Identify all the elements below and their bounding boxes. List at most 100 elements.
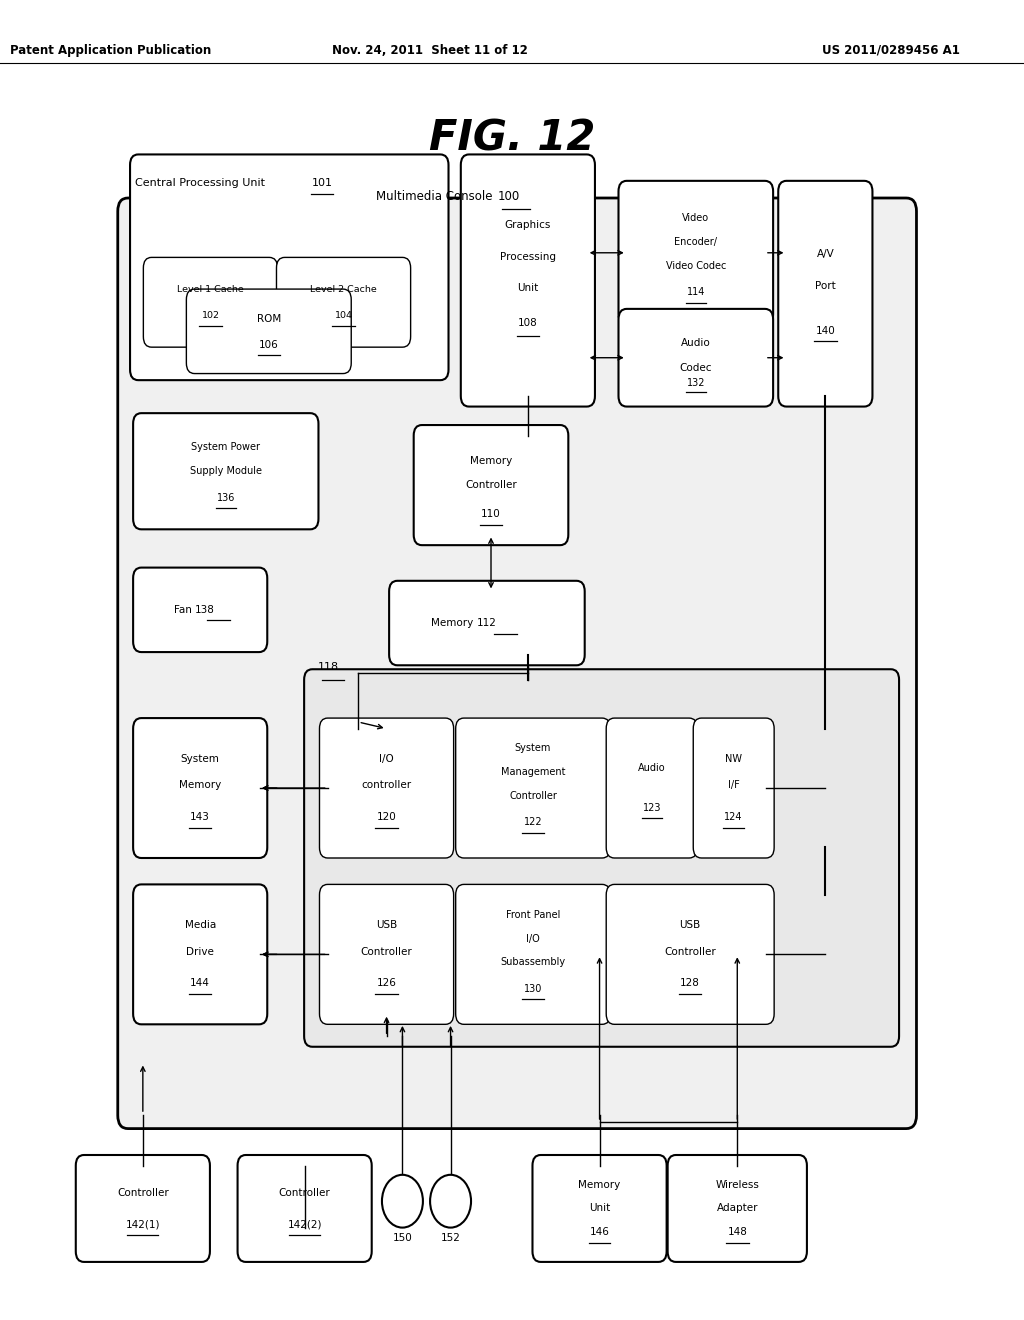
FancyBboxPatch shape	[186, 289, 351, 374]
Text: 108: 108	[518, 318, 538, 327]
FancyBboxPatch shape	[133, 568, 267, 652]
Text: 100: 100	[498, 190, 520, 203]
FancyBboxPatch shape	[389, 581, 585, 665]
FancyBboxPatch shape	[461, 154, 595, 407]
Text: FIG. 12: FIG. 12	[429, 117, 595, 160]
Text: 104: 104	[335, 312, 352, 319]
Text: Level 1 Cache: Level 1 Cache	[177, 285, 244, 293]
FancyBboxPatch shape	[130, 154, 449, 380]
Text: A/V: A/V	[816, 249, 835, 259]
FancyBboxPatch shape	[456, 718, 610, 858]
Text: NW: NW	[725, 754, 742, 764]
FancyBboxPatch shape	[276, 257, 411, 347]
FancyBboxPatch shape	[238, 1155, 372, 1262]
Text: Unit: Unit	[589, 1204, 610, 1213]
Text: Controller: Controller	[509, 791, 557, 801]
Circle shape	[382, 1175, 423, 1228]
Text: 124: 124	[724, 812, 743, 822]
Text: 123: 123	[642, 803, 662, 813]
Text: 146: 146	[590, 1228, 609, 1237]
Text: Nov. 24, 2011  Sheet 11 of 12: Nov. 24, 2011 Sheet 11 of 12	[332, 44, 528, 57]
Text: Level 2 Cache: Level 2 Cache	[310, 285, 377, 293]
Text: US 2011/0289456 A1: US 2011/0289456 A1	[822, 44, 959, 57]
Text: I/F: I/F	[728, 780, 739, 791]
FancyBboxPatch shape	[618, 181, 773, 325]
Text: 101: 101	[311, 178, 333, 189]
Text: Audio: Audio	[681, 338, 711, 348]
Circle shape	[430, 1175, 471, 1228]
Text: 138: 138	[195, 605, 215, 615]
Text: Supply Module: Supply Module	[189, 466, 262, 477]
FancyBboxPatch shape	[319, 718, 454, 858]
Text: USB: USB	[680, 920, 700, 931]
Text: Memory: Memory	[431, 618, 477, 628]
Text: 142(2): 142(2)	[288, 1220, 322, 1229]
Text: 132: 132	[686, 378, 706, 388]
Text: I/O: I/O	[526, 933, 540, 944]
Text: Wireless: Wireless	[716, 1180, 759, 1189]
Text: 152: 152	[440, 1233, 461, 1243]
Text: 122: 122	[523, 817, 543, 828]
FancyBboxPatch shape	[618, 309, 773, 407]
Text: Audio: Audio	[638, 763, 666, 774]
Text: System Power: System Power	[191, 442, 260, 453]
Text: 150: 150	[392, 1233, 413, 1243]
Text: Central Processing Unit: Central Processing Unit	[135, 178, 268, 189]
Text: Controller: Controller	[117, 1188, 169, 1197]
Text: System: System	[515, 743, 551, 754]
Text: Subassembly: Subassembly	[501, 957, 565, 968]
Text: Front Panel: Front Panel	[506, 909, 560, 920]
Text: 118: 118	[317, 661, 339, 672]
Text: I/O: I/O	[379, 754, 394, 764]
FancyBboxPatch shape	[133, 718, 267, 858]
FancyBboxPatch shape	[456, 884, 610, 1024]
Text: Video Codec: Video Codec	[666, 261, 726, 271]
Text: 130: 130	[524, 983, 542, 994]
Text: Controller: Controller	[279, 1188, 331, 1197]
FancyBboxPatch shape	[133, 413, 318, 529]
Text: Encoder/: Encoder/	[675, 238, 717, 247]
Text: Media: Media	[184, 920, 216, 931]
Text: 120: 120	[377, 812, 396, 822]
Text: 110: 110	[481, 510, 501, 519]
Text: Adapter: Adapter	[717, 1204, 758, 1213]
Text: controller: controller	[361, 780, 412, 791]
Text: Memory: Memory	[179, 780, 221, 791]
Text: 106: 106	[259, 339, 279, 350]
Text: 143: 143	[190, 812, 210, 822]
Text: Graphics: Graphics	[505, 220, 551, 230]
Text: 126: 126	[377, 978, 396, 989]
Text: System: System	[181, 754, 219, 764]
FancyBboxPatch shape	[319, 884, 454, 1024]
FancyBboxPatch shape	[606, 884, 774, 1024]
FancyBboxPatch shape	[606, 718, 697, 858]
Text: 136: 136	[217, 492, 234, 503]
Text: 102: 102	[202, 312, 219, 319]
Text: Unit: Unit	[517, 284, 539, 293]
Text: Drive: Drive	[186, 946, 214, 957]
Text: Controller: Controller	[360, 946, 413, 957]
Text: Memory: Memory	[470, 457, 512, 466]
Text: 128: 128	[680, 978, 700, 989]
Text: Patent Application Publication: Patent Application Publication	[10, 44, 212, 57]
Text: Multimedia Console: Multimedia Console	[377, 190, 497, 203]
Text: 144: 144	[190, 978, 210, 989]
Text: Video: Video	[682, 214, 710, 223]
Text: 140: 140	[815, 326, 836, 335]
Text: ROM: ROM	[257, 314, 281, 325]
Text: 142(1): 142(1)	[126, 1220, 160, 1229]
Text: 148: 148	[727, 1228, 748, 1237]
Text: Port: Port	[815, 281, 836, 290]
Text: Codec: Codec	[680, 363, 712, 374]
Text: USB: USB	[376, 920, 397, 931]
Text: Controller: Controller	[465, 480, 517, 490]
Text: 112: 112	[477, 618, 497, 628]
FancyBboxPatch shape	[76, 1155, 210, 1262]
Text: Memory: Memory	[579, 1180, 621, 1189]
FancyBboxPatch shape	[304, 669, 899, 1047]
FancyBboxPatch shape	[133, 884, 267, 1024]
Text: Fan: Fan	[174, 605, 195, 615]
FancyBboxPatch shape	[118, 198, 916, 1129]
FancyBboxPatch shape	[532, 1155, 667, 1262]
FancyBboxPatch shape	[668, 1155, 807, 1262]
